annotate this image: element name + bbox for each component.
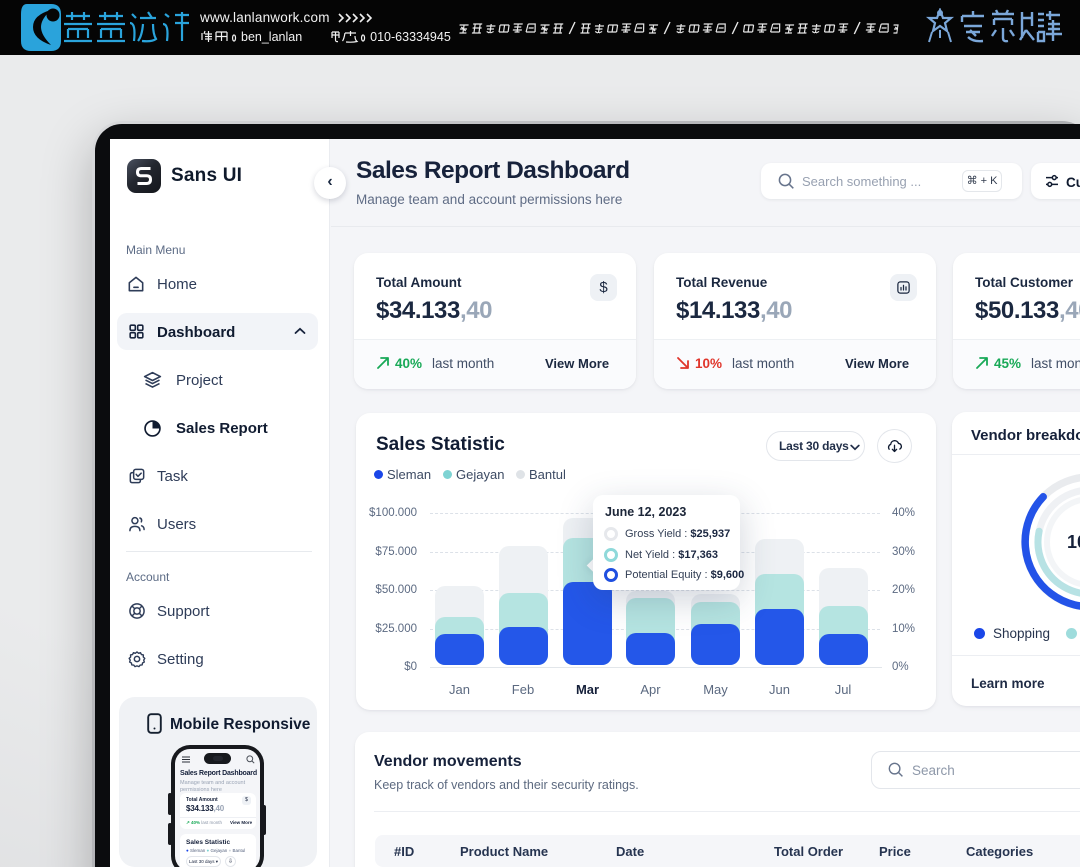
svg-text:100%: 100% [1067, 532, 1080, 552]
